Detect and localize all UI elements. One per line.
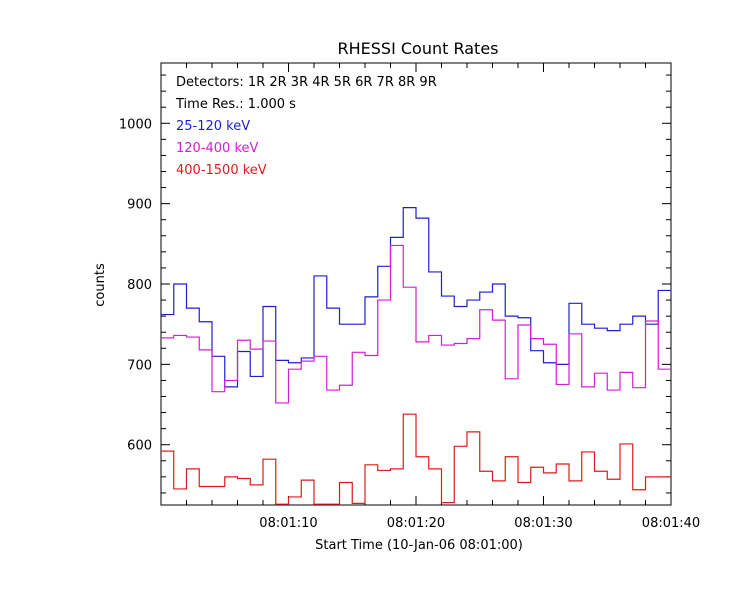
- y-tick-label: 700: [127, 358, 152, 373]
- detectors-info: Detectors: 1R 2R 3R 4R 5R 6R 7R 8R 9R: [176, 75, 437, 90]
- y-tick-label: 900: [127, 198, 152, 213]
- axis-ticks: [160, 63, 672, 505]
- chart-title: RHESSI Count Rates: [338, 39, 499, 58]
- x-tick-label: 08:01:10: [259, 516, 317, 531]
- x-tick-label: 08:01:40: [642, 516, 700, 531]
- x-tick-labels: 08:01:10 08:01:20 08:01:30 08:01:40: [259, 516, 700, 531]
- series-120-400-kev: [161, 244, 671, 404]
- series-line: [161, 207, 671, 388]
- x-axis-label: Start Time (10-Jan-06 08:01:00): [315, 538, 523, 553]
- series-line: [161, 244, 671, 404]
- y-tick-label: 800: [127, 278, 152, 293]
- legend-120-400-kev: 120-400 keV: [176, 141, 259, 156]
- series-25-120-kev: [161, 207, 671, 388]
- series-line: [161, 413, 671, 505]
- legend-25-120-kev: 25-120 keV: [176, 119, 250, 134]
- time-resolution-info: Time Res.: 1.000 s: [175, 97, 296, 112]
- x-tick-label: 08:01:30: [514, 516, 572, 531]
- y-tick-label: 600: [127, 439, 152, 454]
- y-tick-label: 1000: [119, 117, 152, 132]
- legend-400-1500-kev: 400-1500 keV: [176, 163, 267, 178]
- y-tick-labels: 600 700 800 900 1000: [119, 117, 152, 453]
- series-layer: [161, 207, 671, 505]
- series-400-1500-kev: [161, 413, 671, 505]
- x-tick-label: 08:01:20: [387, 516, 445, 531]
- y-axis-label: counts: [93, 263, 108, 307]
